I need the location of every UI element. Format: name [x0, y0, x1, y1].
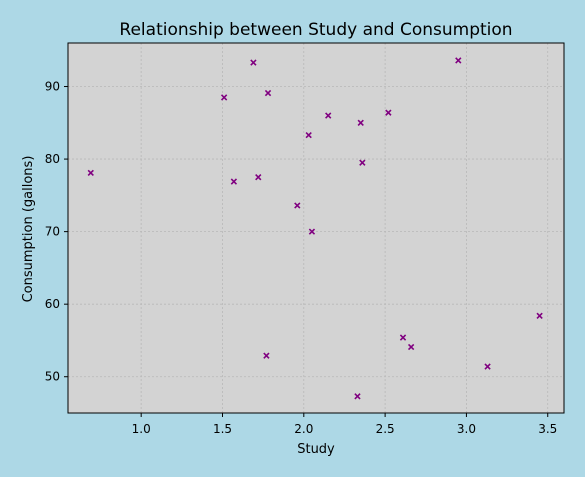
- plot-area: [68, 43, 564, 413]
- data-point: [87, 169, 94, 177]
- data-point: [385, 109, 392, 116]
- data-point: [305, 131, 312, 139]
- x-axis-label: Study: [297, 442, 335, 457]
- data-point: [294, 202, 301, 209]
- data-point: [359, 159, 366, 166]
- y-tick-label: 70: [45, 225, 60, 239]
- data-points: [87, 57, 543, 400]
- data-point: [263, 352, 270, 359]
- x-tick-label: 2.5: [376, 422, 395, 436]
- axis-ticks: 1.0 1.5 2.0 2.5 3.0 3.5 50 60 70 80 90: [45, 80, 558, 436]
- x-tick-label: 3.0: [457, 422, 476, 436]
- data-point: [230, 178, 238, 185]
- chart-title: Relationship between Study and Consumpti…: [119, 20, 512, 40]
- data-point: [354, 393, 361, 400]
- data-point: [484, 363, 491, 370]
- x-tick-label: 1.5: [213, 422, 232, 436]
- x-tick-label: 3.5: [538, 422, 557, 436]
- data-point: [325, 112, 332, 119]
- y-tick-label: 90: [45, 80, 60, 94]
- plot-frame: [67, 42, 565, 414]
- data-point: [264, 89, 272, 97]
- data-point: [250, 59, 257, 66]
- x-tick-label: 1.0: [132, 422, 151, 436]
- data-point: [536, 312, 543, 319]
- data-point: [455, 57, 462, 64]
- data-point: [407, 343, 415, 351]
- x-tick-label: 2.0: [294, 422, 313, 436]
- y-tick-label: 80: [45, 152, 60, 166]
- data-point: [255, 174, 262, 181]
- data-point: [399, 334, 407, 341]
- data-point: [220, 94, 228, 101]
- y-axis-label: Consumption (gallons): [21, 156, 36, 303]
- data-point: [308, 228, 316, 235]
- y-tick-label: 60: [45, 297, 60, 311]
- data-point: [357, 119, 364, 126]
- y-tick-label: 50: [45, 370, 60, 384]
- grid: [68, 43, 564, 413]
